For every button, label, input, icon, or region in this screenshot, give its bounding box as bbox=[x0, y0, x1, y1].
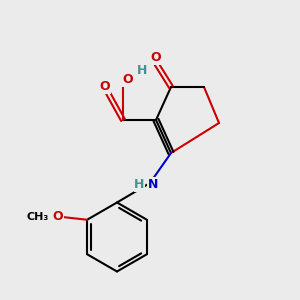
Text: H: H bbox=[137, 64, 148, 77]
Text: O: O bbox=[151, 51, 161, 64]
Text: O: O bbox=[52, 210, 63, 223]
Text: CH₃: CH₃ bbox=[26, 212, 49, 222]
Text: O: O bbox=[122, 73, 133, 86]
Text: H: H bbox=[134, 178, 145, 191]
Text: N: N bbox=[148, 178, 158, 191]
Text: O: O bbox=[100, 80, 110, 94]
